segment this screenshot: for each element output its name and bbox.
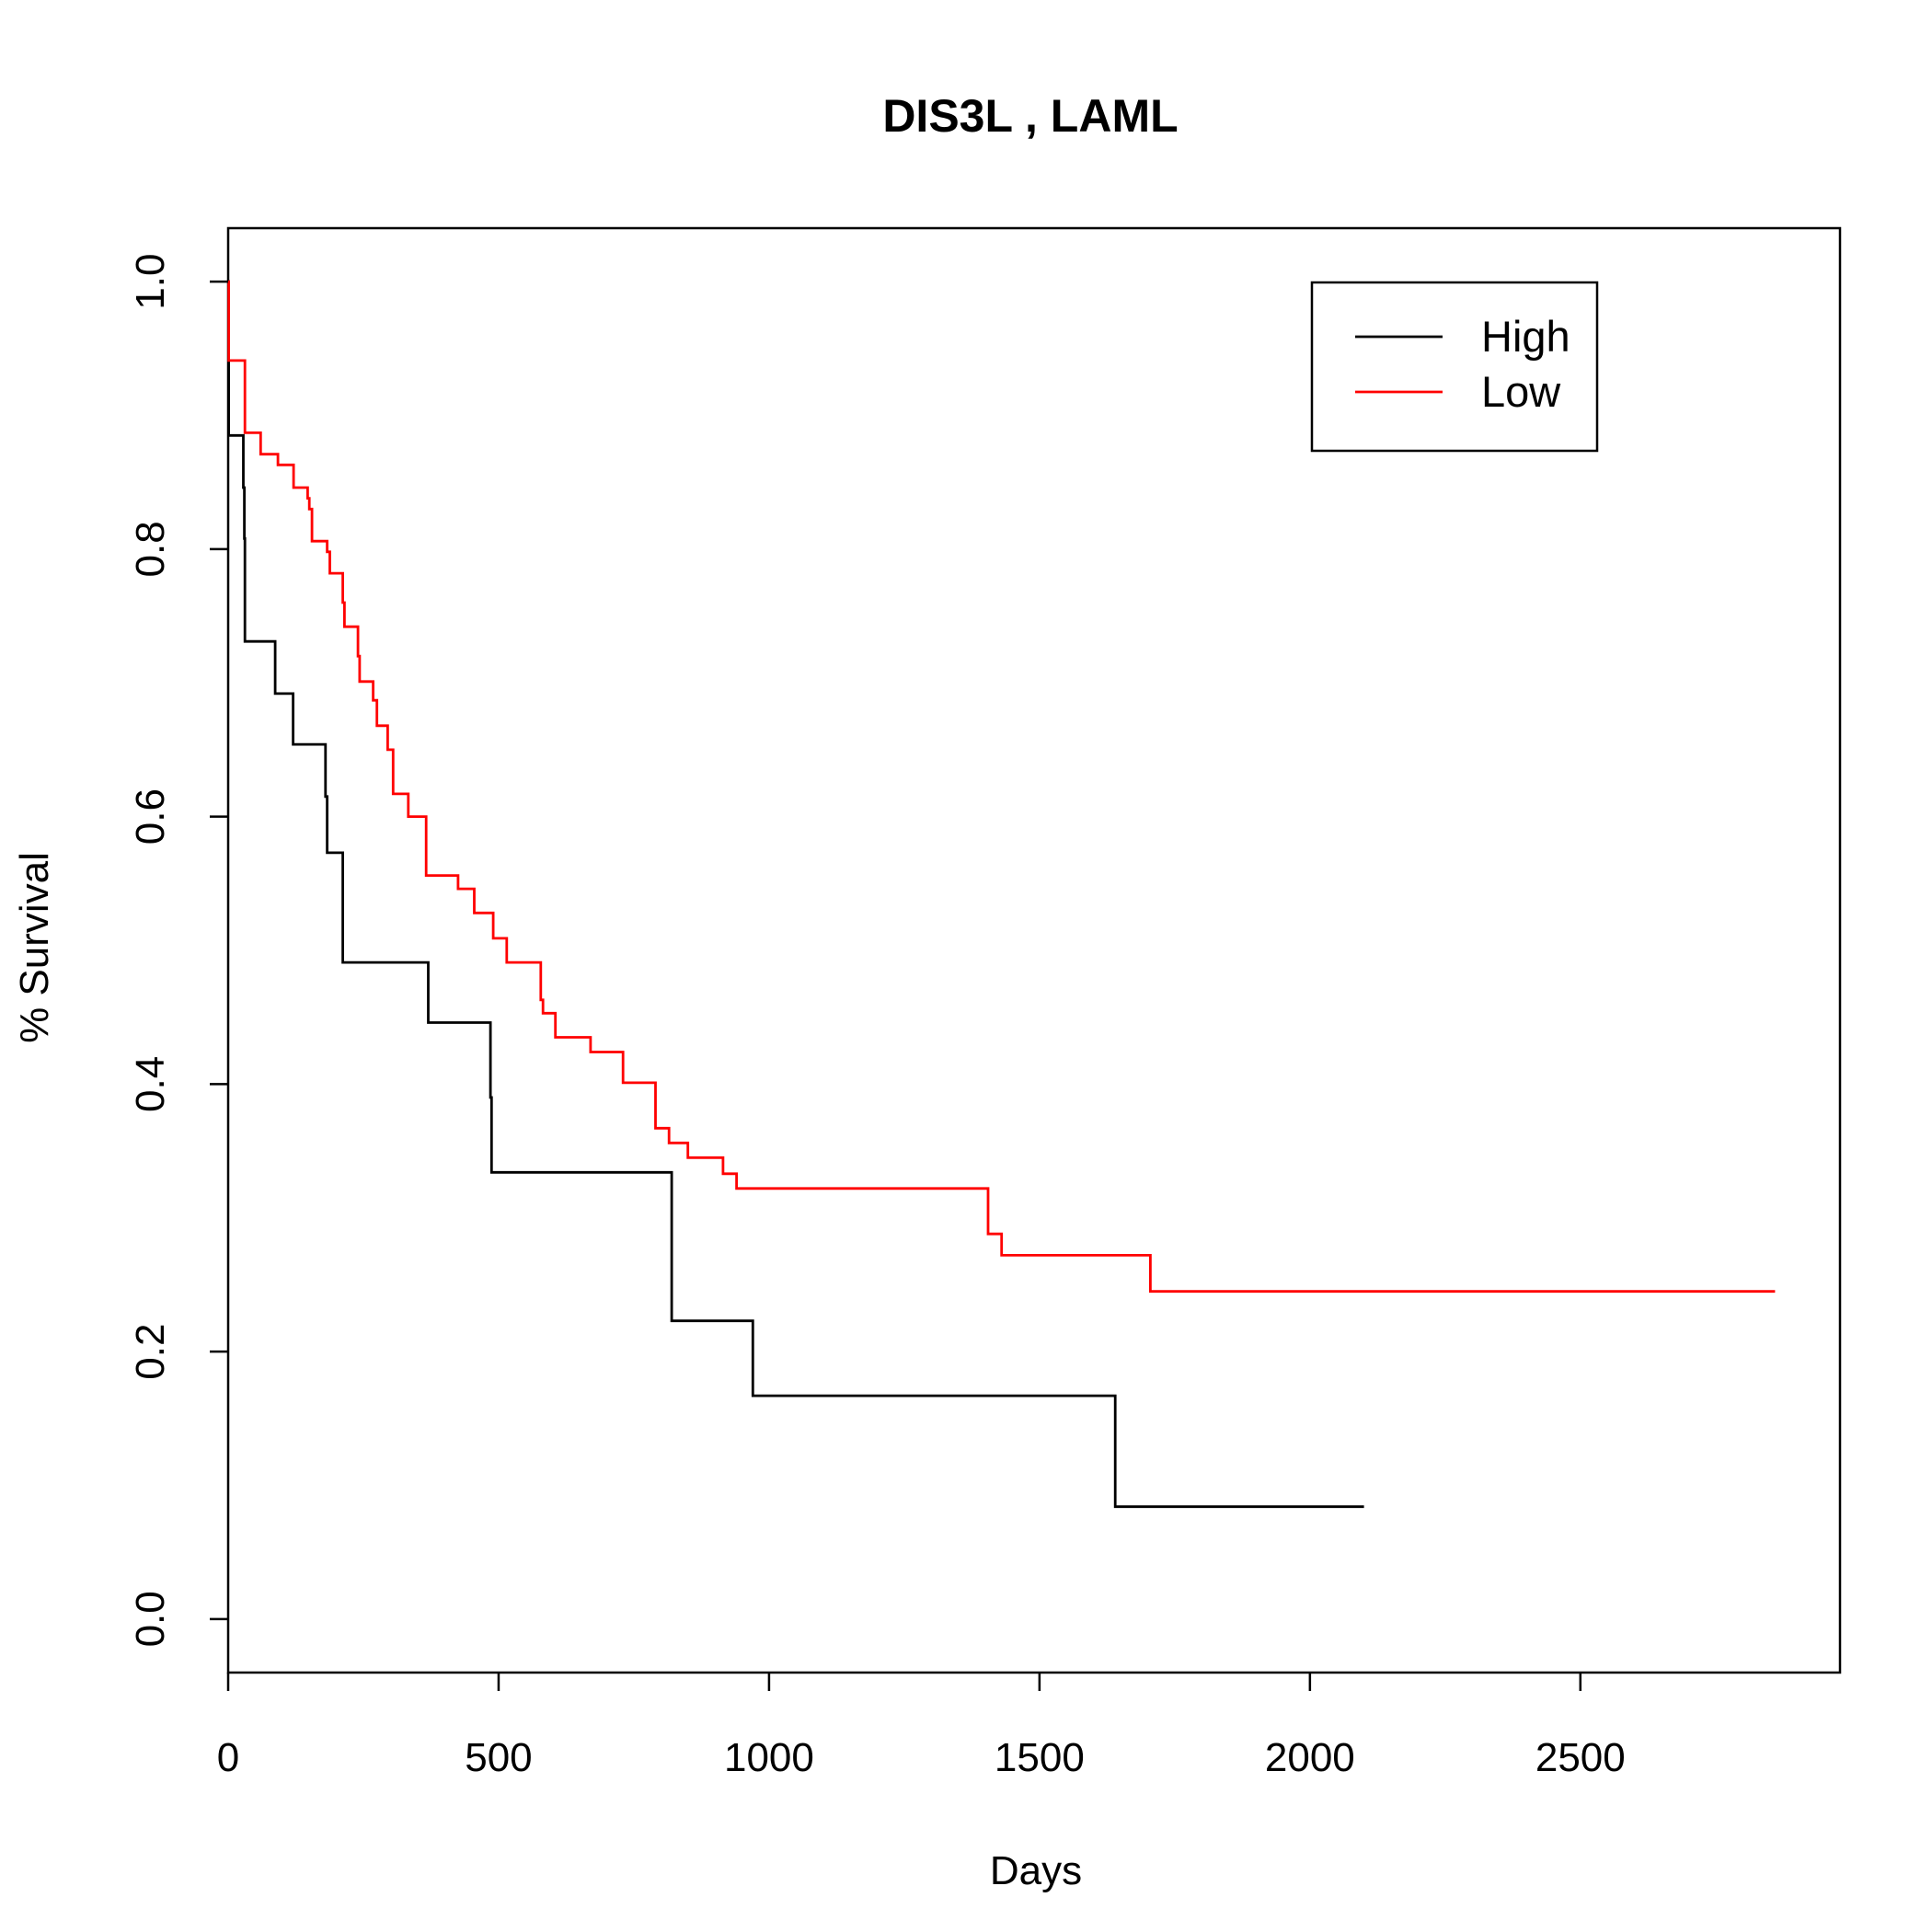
y-tick-label: 0.8 [128,521,173,577]
x-axis-label: Days [990,1848,1082,1893]
legend-box [1310,281,1599,453]
y-tick-label: 1.0 [128,254,173,310]
y-tick-label: 0.0 [128,1591,173,1647]
y-tick-label: 0.6 [128,788,173,845]
x-tick-label: 500 [465,1735,532,1780]
legend-label-low: Low [1481,367,1561,416]
x-axis: 0 500 1000 1500 2000 2500 [217,1673,1626,1780]
y-tick-label: 0.4 [128,1056,173,1112]
legend: High Low [1310,281,1599,453]
x-tick-label: 2500 [1535,1735,1626,1780]
x-tick-label: 0 [217,1735,239,1780]
survival-curves [227,280,1776,1509]
legend-label-high: High [1481,312,1570,361]
y-axis: 0.0 0.2 0.4 0.6 0.8 1.0 [128,254,228,1647]
series-line-low [227,280,1776,1294]
y-tick-label: 0.2 [128,1324,173,1380]
x-tick-label: 1500 [995,1735,1085,1780]
chart-title: DIS3L , LAML [882,90,1178,142]
series-line-high [227,280,1364,1509]
y-axis-label: % Survival [12,852,57,1043]
plot-frame [226,226,1842,1674]
x-tick-label: 2000 [1265,1735,1355,1780]
x-tick-label: 1000 [724,1735,814,1780]
